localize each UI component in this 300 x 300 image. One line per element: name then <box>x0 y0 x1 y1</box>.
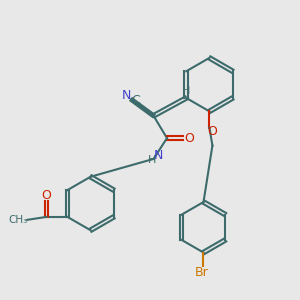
Text: H: H <box>148 155 156 165</box>
Text: N: N <box>154 149 164 162</box>
Text: O: O <box>207 125 217 138</box>
Text: C: C <box>131 94 140 107</box>
Text: CH₃: CH₃ <box>9 215 28 225</box>
Text: O: O <box>184 132 194 145</box>
Text: Br: Br <box>195 266 209 279</box>
Text: N: N <box>121 88 130 101</box>
Text: O: O <box>41 189 51 202</box>
Text: H: H <box>182 86 190 96</box>
